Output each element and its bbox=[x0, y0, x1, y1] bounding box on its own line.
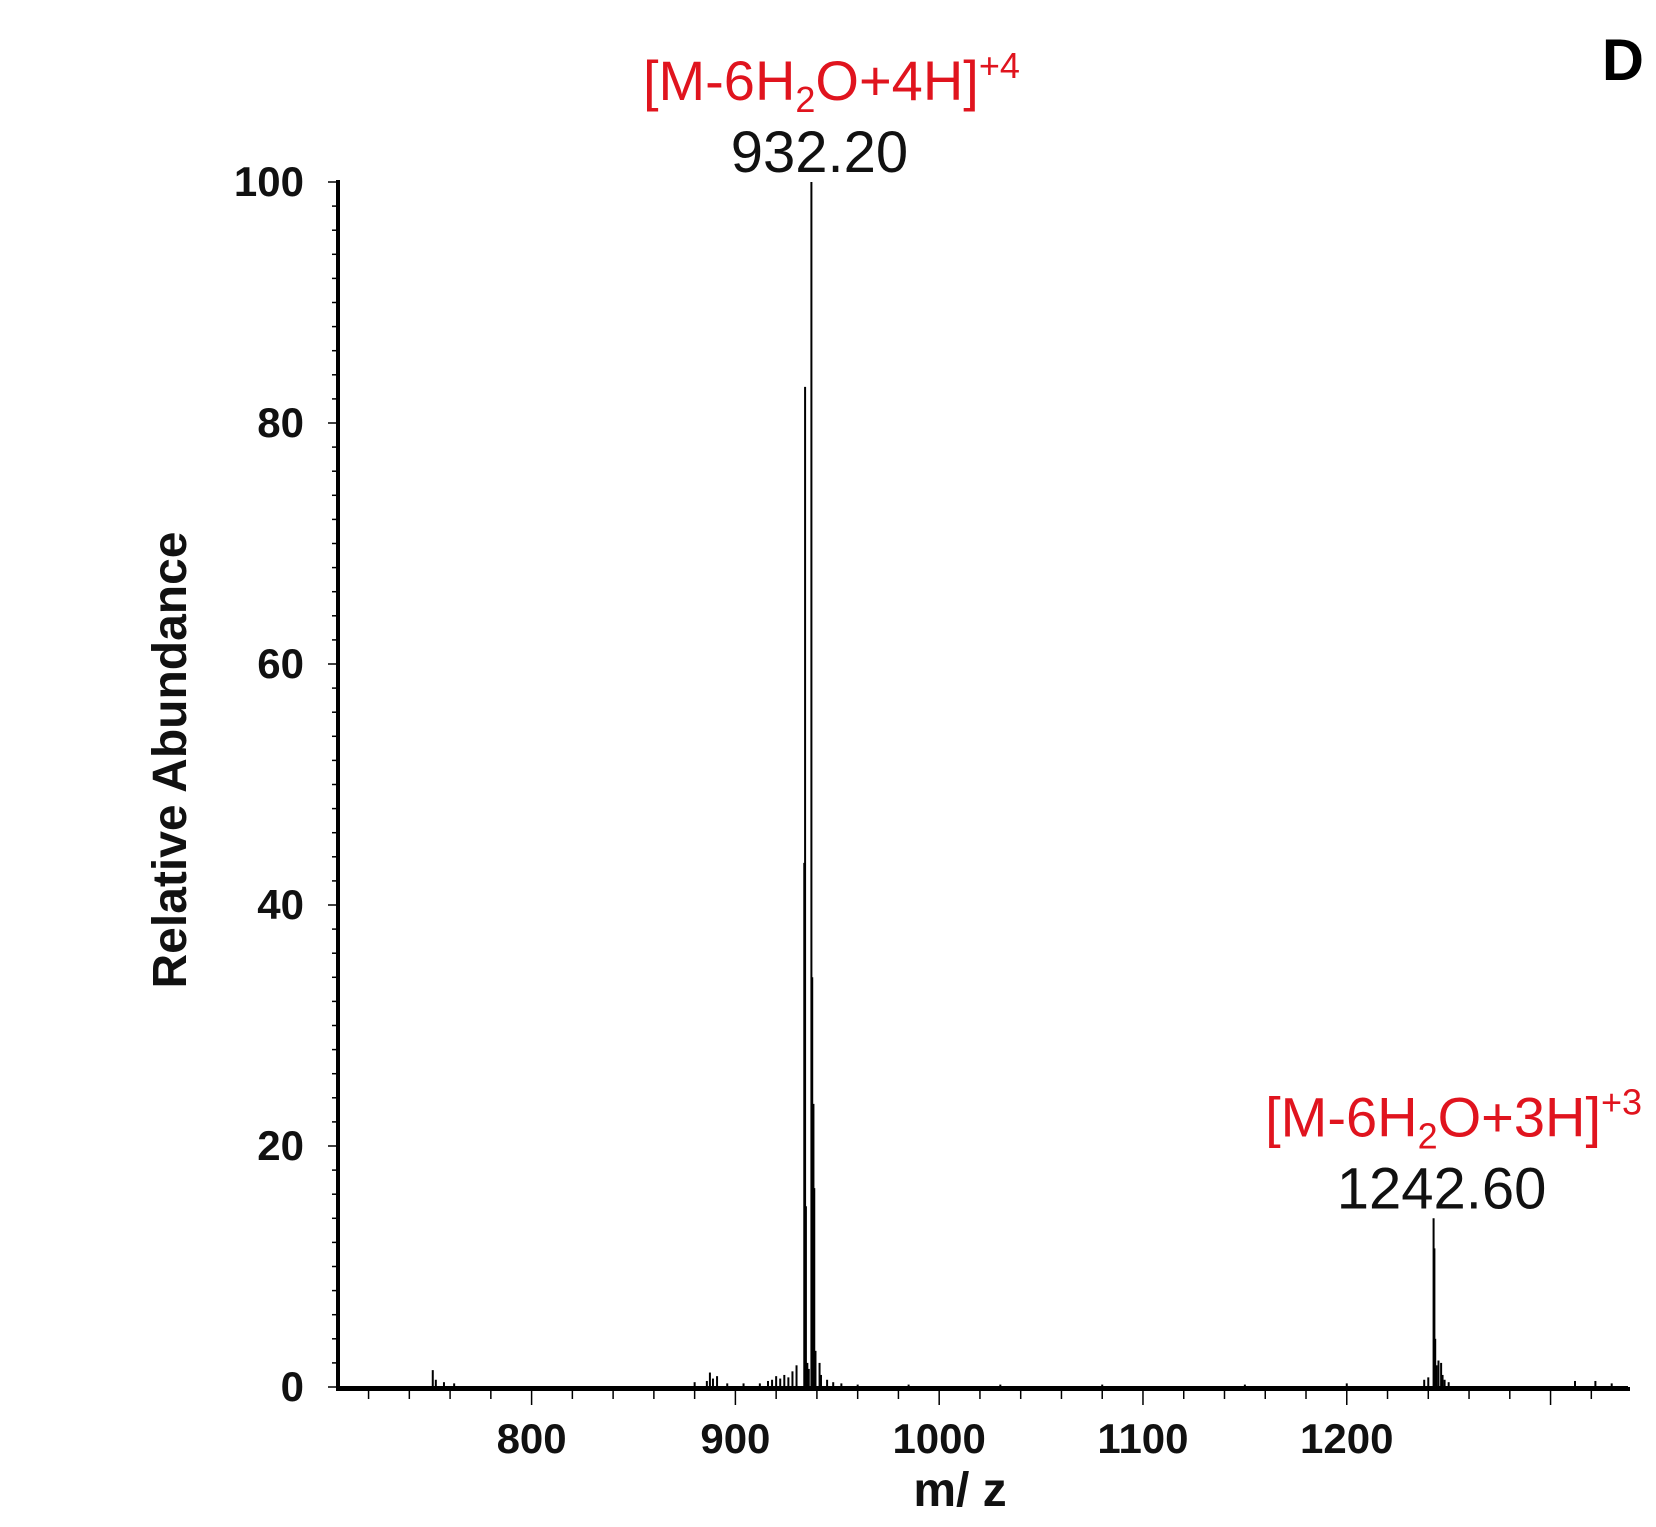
x-tick-label: 800 bbox=[497, 1415, 567, 1462]
panel-label: D bbox=[1602, 28, 1644, 93]
x-tick-label: 900 bbox=[700, 1415, 770, 1462]
tick-marks bbox=[328, 181, 1593, 1405]
peak-mz-label: 932.20 bbox=[731, 120, 908, 185]
peak-annotations: 932.20[M-6H2O+4H]+4 1242.60[M-6H2O+3H]+3 bbox=[643, 45, 1642, 1221]
ion-assignment-label: [M-6H2O+4H]+4 bbox=[643, 45, 1020, 120]
y-axis-title: Relative Abundance bbox=[144, 531, 197, 988]
peak-mz-label: 1242.60 bbox=[1337, 1156, 1547, 1221]
x-tick-label: 1200 bbox=[1300, 1415, 1393, 1462]
y-tick-label: 60 bbox=[257, 640, 304, 687]
y-tick-label: 40 bbox=[257, 881, 304, 928]
y-tick-label: 100 bbox=[234, 158, 304, 205]
x-axis-title: m/ z bbox=[913, 1464, 1006, 1517]
y-tick-label: 80 bbox=[257, 399, 304, 446]
x-tick-label: 1100 bbox=[1097, 1415, 1188, 1462]
tick-labels: 0 20 40 60 80 100 800 900 1000 1100 1200 bbox=[234, 158, 1394, 1462]
x-tick-label: 1000 bbox=[892, 1415, 985, 1462]
ion-assignment-label: [M-6H2O+3H]+3 bbox=[1265, 1081, 1642, 1156]
y-tick-label: 0 bbox=[281, 1363, 304, 1410]
axes bbox=[336, 180, 1630, 1391]
y-tick-label: 20 bbox=[257, 1122, 304, 1169]
